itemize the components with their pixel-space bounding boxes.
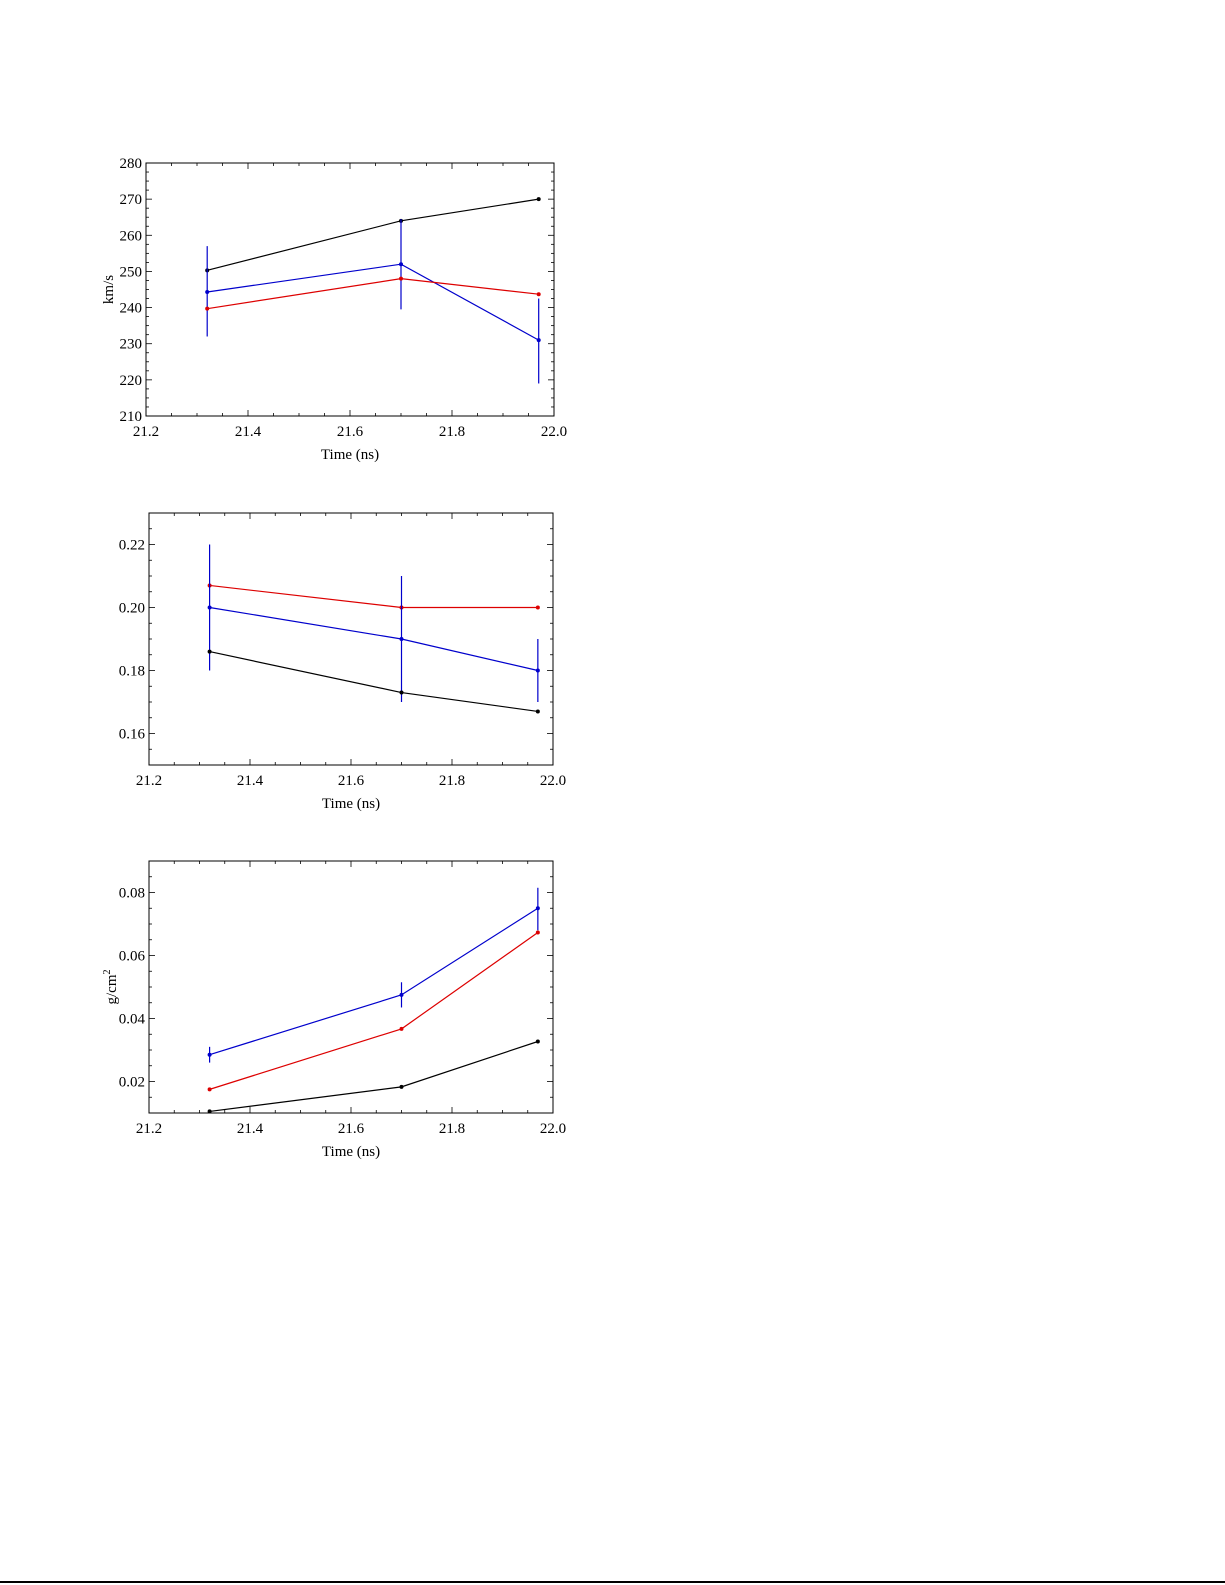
x-tick-label: 21.6 [337,424,364,440]
x-tick-label: 22.0 [541,424,567,440]
page-bottom-rule [0,1581,1225,1583]
series-line [207,278,539,310]
series-line [209,606,538,672]
y-tick-label: 0.08 [119,886,145,902]
data-point [399,276,403,281]
data-point [399,262,403,267]
data-point [535,1039,540,1044]
y-axis-label: km/s [101,275,117,304]
ratio-chart: 21.2 21.4 21.6 21.8 22.0 0.16 0.18 0.20 0.22 Time… [119,512,566,812]
y-tick-label: 0.02 [119,1075,145,1091]
y-tick-label: 0.06 [119,949,146,965]
data-point [536,338,541,343]
x-axis-label: Time (ns) [321,447,379,463]
y-tick-label: 0.04 [119,1012,146,1028]
y-tick-label: 0.16 [119,727,146,743]
data-point [399,637,404,641]
series-line [209,932,539,1090]
x-tick-label: 21.8 [439,424,465,440]
data-point [535,668,540,673]
y-tick-label: 270 [120,192,143,208]
y-axis-label-text: g/cm [104,974,120,1004]
data-point [535,605,540,610]
x-axis-label: Time (ns) [322,1144,380,1160]
x-tick-label: 21.6 [338,1121,365,1137]
data-point [535,906,540,911]
y-tick-label: 260 [120,228,143,244]
data-point [207,1109,212,1114]
data-point [207,605,212,610]
y-tick-label: 210 [120,409,143,425]
x-tick-label: 21.8 [439,1121,465,1137]
data-point [205,306,210,311]
velocity-chart: 21.2 21.4 21.6 21.8 22.0 210 220 230 240 250 260 27… [101,156,567,463]
y-axis-label-text: km/s [101,275,117,304]
plot-frame [148,860,554,1114]
y-tick-label: 230 [120,337,143,353]
x-tick-label: 21.2 [133,424,159,440]
y-tick-label: 0.20 [119,601,145,617]
data-point [399,1026,404,1031]
data-point [535,930,540,935]
data-point [399,1084,404,1089]
x-tick-label: 21.8 [439,773,465,789]
data-point [207,1087,212,1092]
data-point [399,690,404,695]
y-tick-label: 250 [120,264,143,280]
data-point [205,290,210,295]
y-tick-label: 0.22 [119,538,145,554]
y-tick-label: 240 [120,301,143,317]
y-tick-label: 0.18 [119,664,145,680]
x-tick-label: 22.0 [540,1121,566,1137]
areal-density-chart: 21.2 21.4 21.6 21.8 22.0 0.02 0.04 0.06 0.08 Time… [102,860,566,1160]
data-point [536,292,541,297]
series-line [209,1040,539,1113]
data-point [207,1052,212,1057]
y-axis-label: g/cm2 [102,970,120,1005]
series-line [207,198,539,271]
x-tick-label: 21.4 [235,424,262,440]
data-point [536,197,541,202]
x-tick-label: 21.2 [136,1121,162,1137]
series-line [209,907,539,1056]
series-line [207,263,539,341]
x-tick-label: 22.0 [540,773,566,789]
x-tick-label: 21.4 [237,773,264,789]
x-tick-label: 21.6 [338,773,365,789]
data-point [207,649,212,654]
data-point [535,709,540,714]
x-tick-label: 21.2 [136,773,162,789]
y-axis-label-superscript: 2 [102,970,113,975]
y-tick-label: 280 [120,156,143,172]
series-line [209,651,538,713]
data-point [399,992,404,997]
series-line [209,584,538,609]
y-tick-label: 220 [120,373,143,389]
x-axis-label: Time (ns) [322,796,380,812]
x-tick-label: 21.4 [237,1121,264,1137]
